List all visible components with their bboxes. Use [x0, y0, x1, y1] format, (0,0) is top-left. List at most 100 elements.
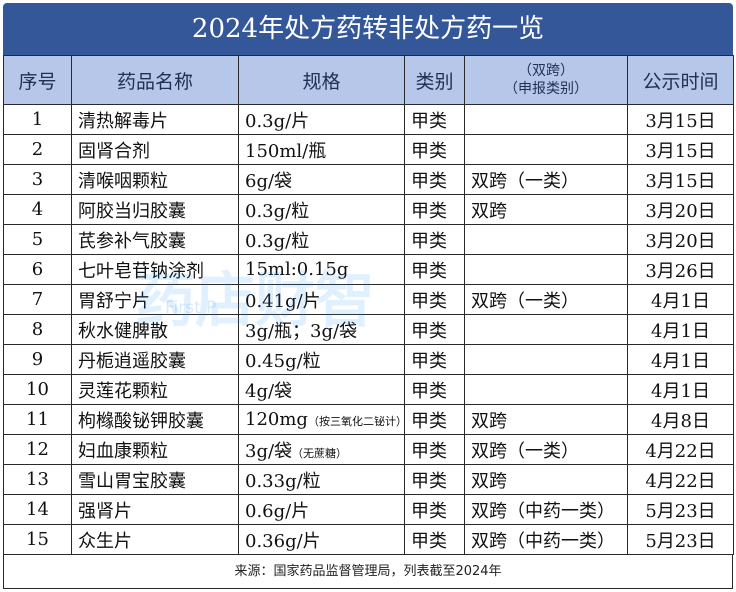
cell-no: 12	[3, 434, 72, 465]
cell-spec: 0.6g/片	[238, 494, 405, 525]
cell-no: 15	[3, 524, 72, 555]
cell-category: 甲类	[404, 374, 465, 405]
source-note: 来源：国家药品监督管理局，列表截至2024年	[3, 555, 733, 589]
cell-drug-name: 阿胶当归胶囊	[71, 194, 239, 225]
page: 2024年处方药转非处方药一览 序号 药品名称 规格 类别 （双跨） （申报类别…	[3, 3, 734, 589]
cell-spec: 0.41g/片	[238, 284, 405, 315]
cell-category: 甲类	[404, 314, 465, 345]
cell-date: 4月22日	[627, 464, 734, 495]
cell-spec: 0.33g/粒	[238, 464, 405, 495]
cell-dual	[464, 224, 628, 255]
spec-value: 4g/袋	[245, 380, 293, 402]
cell-date: 4月22日	[627, 434, 734, 465]
cell-drug-name: 七叶皂苷钠涂剂	[71, 254, 239, 285]
cell-dual	[464, 374, 628, 405]
cell-drug-name: 强肾片	[71, 494, 239, 525]
spec-note: （无蔗糖）	[292, 446, 348, 460]
cell-dual: 双跨（一类）	[464, 284, 628, 315]
spec-value: 3g/袋	[245, 440, 293, 462]
col-header-date: 公示时间	[627, 55, 734, 105]
spec-note: （按三氧化二铋计）	[307, 415, 405, 428]
cell-date: 3月15日	[627, 104, 734, 135]
cell-spec: 6g/袋	[238, 164, 405, 195]
spec-value: 150ml/瓶	[245, 140, 327, 162]
cell-spec: 3g/瓶；3g/袋	[238, 314, 405, 345]
cell-category: 甲类	[404, 164, 465, 195]
table-row: 5 芪参补气胶囊 0.3g/粒 甲类 3月20日	[3, 224, 734, 255]
cell-category: 甲类	[404, 434, 465, 465]
cell-date: 3月20日	[627, 194, 734, 225]
cell-no: 13	[3, 464, 72, 495]
cell-no: 1	[3, 104, 72, 135]
spec-value: 3g/瓶；3g/袋	[245, 320, 358, 342]
table-row: 9 丹栀逍遥胶囊 0.45g/粒 甲类 4月1日	[3, 344, 734, 375]
col-header-dual-line1: （双跨）	[518, 63, 574, 79]
cell-drug-name: 丹栀逍遥胶囊	[71, 344, 239, 375]
cell-date: 3月26日	[627, 254, 734, 285]
cell-dual: 双跨（一类）	[464, 434, 628, 465]
cell-drug-name: 清热解毒片	[71, 104, 239, 135]
cell-date: 4月1日	[627, 314, 734, 345]
cell-no: 9	[3, 344, 72, 375]
table-row: 6 七叶皂苷钠涂剂 15ml:0.15g 甲类 3月26日	[3, 254, 734, 285]
cell-spec: 0.36g/片	[238, 524, 405, 555]
cell-no: 11	[3, 404, 72, 435]
spec-value: 0.6g/片	[245, 500, 310, 522]
cell-dual: 双跨	[464, 464, 628, 495]
drug-table: 序号 药品名称 规格 类别 （双跨） （申报类别） 公示时间 1 清热解毒片 0.3…	[3, 55, 734, 555]
cell-spec: 120mg（按三氧化二铋计）	[238, 404, 405, 435]
cell-category: 甲类	[404, 464, 465, 495]
table-row: 3 清喉咽颗粒 6g/袋 甲类 双跨（一类） 3月15日	[3, 164, 734, 195]
cell-drug-name: 清喉咽颗粒	[71, 164, 239, 195]
cell-category: 甲类	[404, 194, 465, 225]
cell-drug-name: 众生片	[71, 524, 239, 555]
cell-spec: 150ml/瓶	[238, 134, 405, 165]
spec-value: 6g/袋	[245, 170, 293, 192]
cell-category: 甲类	[404, 404, 465, 435]
cell-dual	[464, 314, 628, 345]
page-title: 2024年处方药转非处方药一览	[3, 3, 733, 55]
table-row: 2 固肾合剂 150ml/瓶 甲类 3月15日	[3, 134, 734, 165]
cell-no: 6	[3, 254, 72, 285]
cell-date: 4月8日	[627, 404, 734, 435]
cell-category: 甲类	[404, 344, 465, 375]
cell-date: 5月23日	[627, 524, 734, 555]
col-header-category: 类别	[404, 55, 465, 105]
cell-drug-name: 枸橼酸铋钾胶囊	[71, 404, 239, 435]
cell-drug-name: 雪山胃宝胶囊	[71, 464, 239, 495]
cell-drug-name: 秋水健脾散	[71, 314, 239, 345]
col-header-spec: 规格	[238, 55, 405, 105]
cell-category: 甲类	[404, 524, 465, 555]
cell-dual	[464, 254, 628, 285]
col-header-no: 序号	[3, 55, 72, 105]
cell-category: 甲类	[404, 104, 465, 135]
cell-drug-name: 灵莲花颗粒	[71, 374, 239, 405]
table-row: 8 秋水健脾散 3g/瓶；3g/袋 甲类 4月1日	[3, 314, 734, 345]
table-row: 15 众生片 0.36g/片 甲类 双跨（中药一类） 5月23日	[3, 524, 734, 555]
table-row: 12 妇血康颗粒 3g/袋（无蔗糖） 甲类 双跨（一类） 4月22日	[3, 434, 734, 465]
spec-value: 15ml:0.15g	[245, 259, 349, 280]
spec-value: 0.3g/片	[245, 110, 310, 132]
table-body: 1 清热解毒片 0.3g/片 甲类 3月15日 2 固肾合剂 150ml/瓶 甲类 3月15日 3 清…	[3, 104, 734, 555]
spec-value: 0.33g/粒	[245, 470, 321, 492]
cell-no: 10	[3, 374, 72, 405]
cell-dual: 双跨（中药一类）	[464, 494, 628, 525]
cell-no: 14	[3, 494, 72, 525]
cell-spec: 0.3g/粒	[238, 224, 405, 255]
table-row: 10 灵莲花颗粒 4g/袋 甲类 4月1日	[3, 374, 734, 405]
cell-drug-name: 胃舒宁片	[71, 284, 239, 315]
cell-dual: 双跨	[464, 404, 628, 435]
cell-dual: 双跨（中药一类）	[464, 524, 628, 555]
cell-no: 4	[3, 194, 72, 225]
table-row: 4 阿胶当归胶囊 0.3g/粒 甲类 双跨 3月20日	[3, 194, 734, 225]
cell-dual	[464, 104, 628, 135]
cell-dual	[464, 344, 628, 375]
cell-date: 3月15日	[627, 134, 734, 165]
cell-no: 3	[3, 164, 72, 195]
cell-category: 甲类	[404, 284, 465, 315]
cell-category: 甲类	[404, 494, 465, 525]
table-row: 11 枸橼酸铋钾胶囊 120mg（按三氧化二铋计） 甲类 双跨 4月8日	[3, 404, 734, 435]
cell-dual	[464, 134, 628, 165]
spec-value: 0.45g/粒	[245, 350, 321, 372]
cell-spec: 0.45g/粒	[238, 344, 405, 375]
